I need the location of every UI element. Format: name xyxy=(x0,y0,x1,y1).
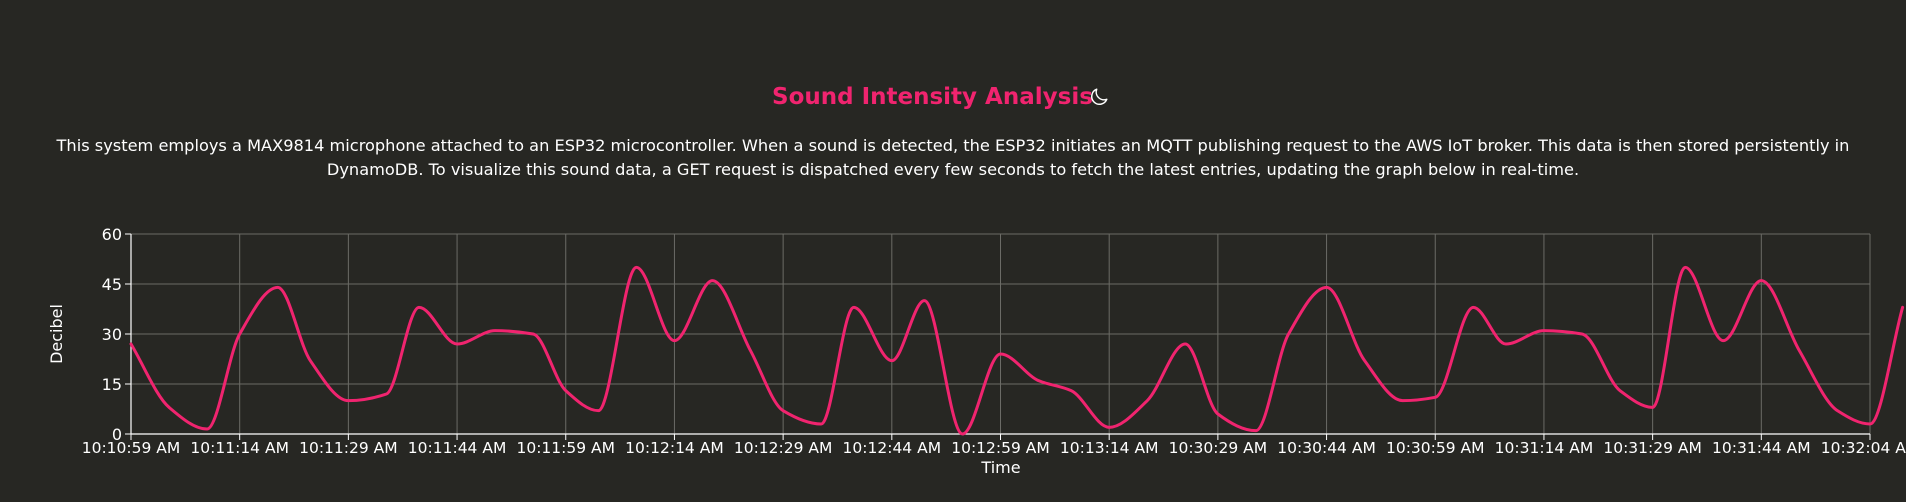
y-tick-label: 0 xyxy=(112,425,122,444)
tick-labels: 0 15 30 45 60 10:10:59 AM 10:11:14 AM 10:11:29 … xyxy=(82,225,1906,457)
y-tick-label: 15 xyxy=(102,375,122,394)
x-tick-label: 10:11:29 AM xyxy=(299,439,398,457)
grid xyxy=(130,233,1871,435)
series-layer xyxy=(129,265,1905,436)
x-tick-label: 10:30:29 AM xyxy=(1169,439,1268,457)
x-tick-label: 10:11:44 AM xyxy=(408,439,507,457)
x-tick-label: 10:11:14 AM xyxy=(190,439,289,457)
description-text: This system employs a MAX9814 microphone… xyxy=(56,136,1850,179)
y-tick-label: 45 xyxy=(102,275,122,294)
x-tick-label: 10:12:59 AM xyxy=(951,439,1050,457)
x-tick-label: 10:31:14 AM xyxy=(1495,439,1594,457)
axes xyxy=(125,233,1871,440)
y-axis-title: Decibel xyxy=(47,304,66,364)
x-tick-label: 10:31:29 AM xyxy=(1603,439,1702,457)
x-tick-label: 10:12:44 AM xyxy=(843,439,942,457)
series-line xyxy=(129,265,1905,436)
x-tick-label: 10:30:44 AM xyxy=(1277,439,1376,457)
y-tick-label: 30 xyxy=(102,325,122,344)
y-tick-label: 60 xyxy=(102,225,122,244)
header: Sound Intensity Analysis xyxy=(0,82,1906,118)
x-axis-title: Time xyxy=(980,458,1020,477)
moon-icon xyxy=(1091,88,1108,105)
x-tick-label: 10:30:59 AM xyxy=(1386,439,1485,457)
x-tick-label: 10:12:14 AM xyxy=(625,439,724,457)
theme-toggle-button[interactable] xyxy=(1086,84,1112,110)
x-tick-label: 10:32:04 AM xyxy=(1821,439,1906,457)
page-title: Sound Intensity Analysis xyxy=(772,84,1093,110)
x-tick-label: 10:12:29 AM xyxy=(734,439,833,457)
x-tick-label: 10:10:59 AM xyxy=(82,439,181,457)
x-tick-label: 10:31:44 AM xyxy=(1712,439,1811,457)
x-tick-label: 10:11:59 AM xyxy=(516,439,615,457)
x-tick-label: 10:13:14 AM xyxy=(1060,439,1159,457)
